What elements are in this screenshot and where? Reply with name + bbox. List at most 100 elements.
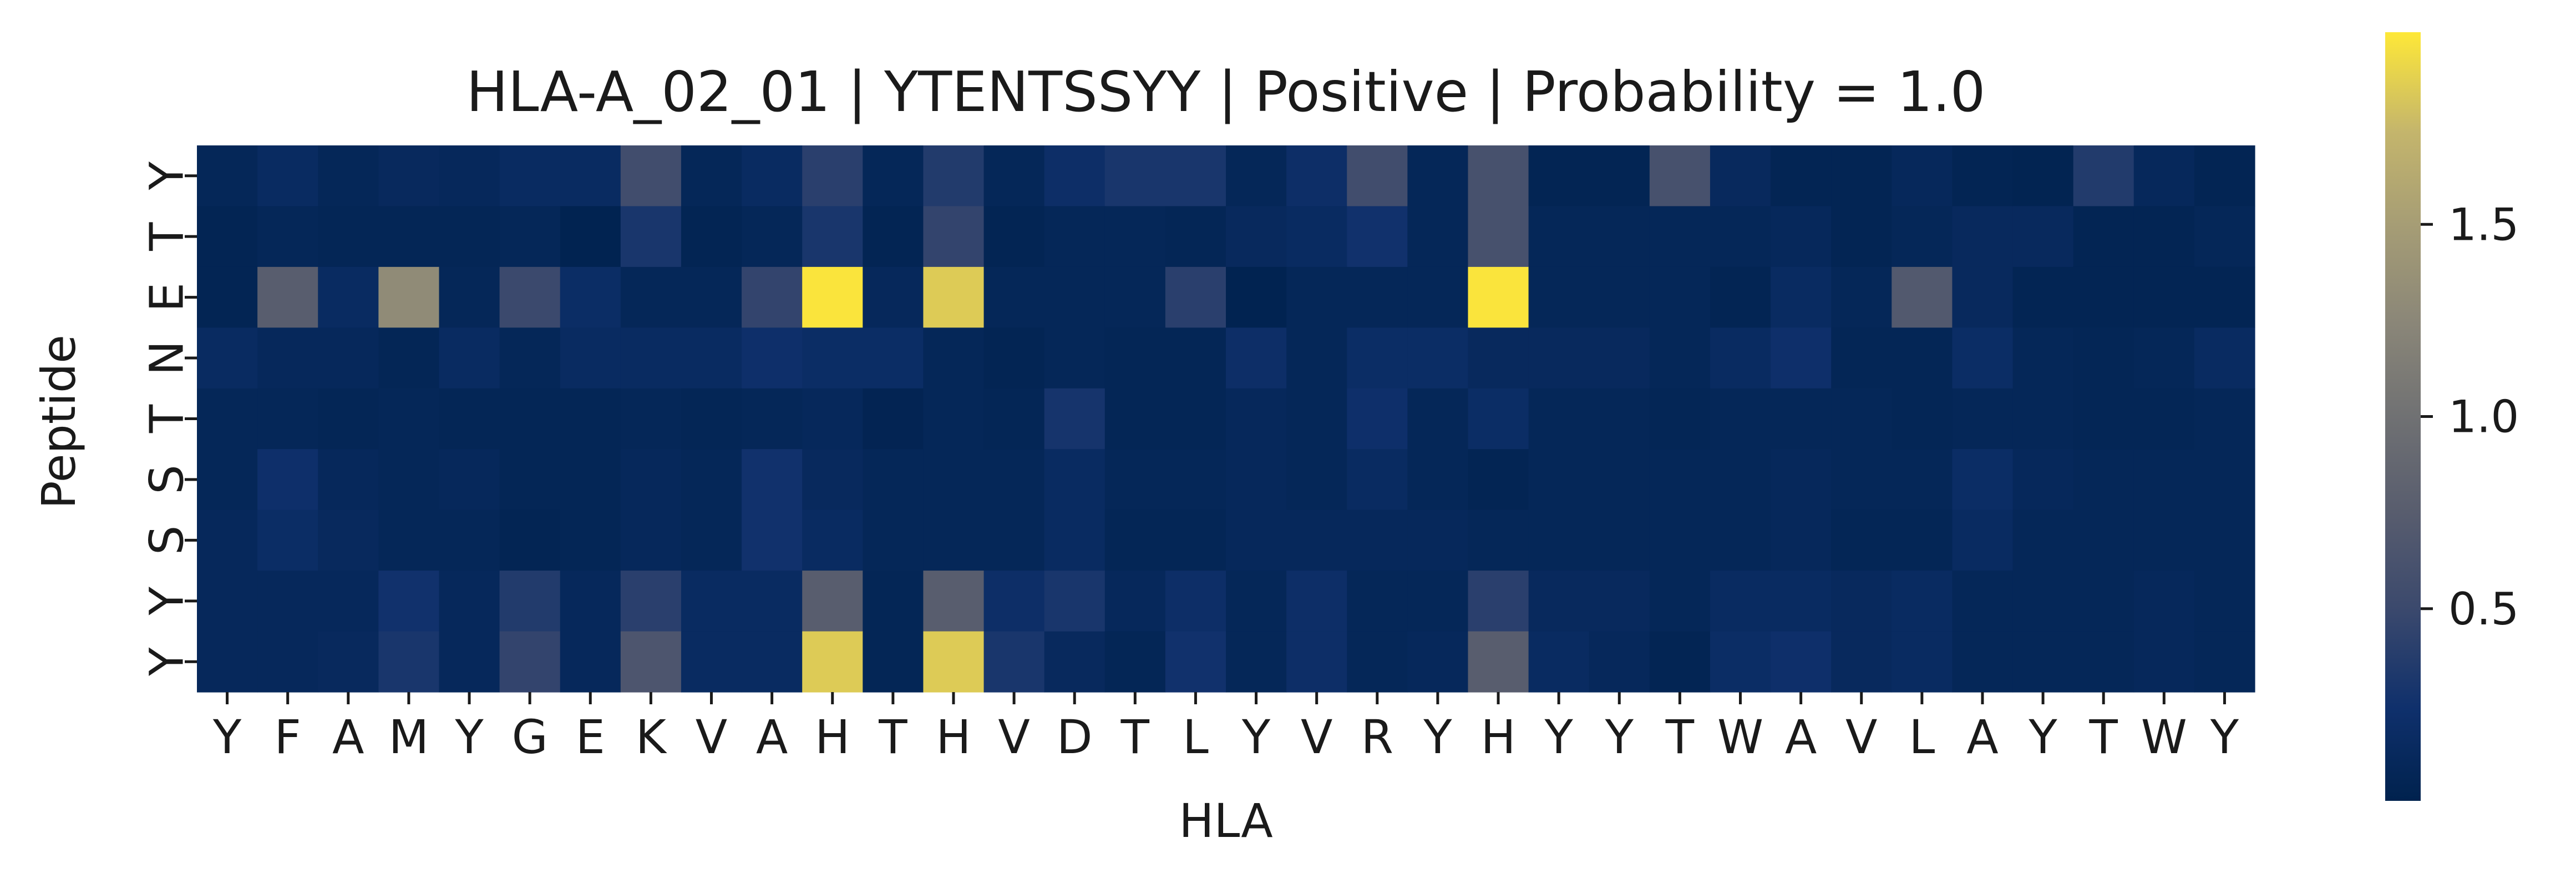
heatmap-cell: [1468, 449, 1529, 511]
heatmap-cell: [923, 571, 985, 632]
heatmap-cell: [863, 509, 924, 571]
heatmap-cell: [2012, 571, 2074, 632]
heatmap-cell: [802, 571, 863, 632]
heatmap-cell: [197, 631, 258, 693]
heatmap-cell: [378, 388, 440, 450]
heatmap-cell: [983, 388, 1045, 450]
heatmap-cell: [499, 145, 561, 207]
heatmap-cell: [1831, 388, 1892, 450]
heatmap-cell: [1771, 145, 1832, 207]
heatmap-cell: [1528, 449, 1590, 511]
heatmap-cell: [1165, 631, 1226, 693]
heatmap-cell: [681, 206, 742, 268]
heatmap-cell: [1347, 509, 1408, 571]
heatmap-cell: [1528, 571, 1590, 632]
heatmap-cell: [923, 327, 985, 389]
heatmap-cell: [863, 449, 924, 511]
heatmap-cell: [1044, 571, 1106, 632]
heatmap-cell: [1226, 266, 1287, 328]
heatmap-cell: [1771, 206, 1832, 268]
heatmap-cell: [1044, 206, 1106, 268]
heatmap-cell: [2073, 327, 2134, 389]
heatmap-cell: [2073, 509, 2134, 571]
heatmap-cell: [378, 509, 440, 571]
heatmap-cell: [318, 327, 379, 389]
heatmap-cell: [2012, 509, 2074, 571]
heatmap-cell: [1771, 449, 1832, 511]
heatmap-cell: [1892, 327, 1953, 389]
x-tick-label: D: [1057, 710, 1093, 764]
x-tick-label: T: [1665, 710, 1695, 764]
x-tick-label: R: [1361, 710, 1393, 764]
heatmap-cell: [742, 509, 803, 571]
heatmap-cell: [1407, 449, 1469, 511]
heatmap-cell: [2133, 509, 2195, 571]
heatmap-cell: [1468, 145, 1529, 207]
heatmap-cell: [1710, 266, 1771, 328]
heatmap-cell: [2194, 571, 2255, 632]
heatmap-cell: [257, 327, 318, 389]
x-tick-label: L: [1909, 710, 1935, 764]
heatmap-cell: [499, 266, 561, 328]
heatmap-cell: [197, 388, 258, 450]
heatmap-cell: [1528, 327, 1590, 389]
x-axis-label: HLA: [1179, 794, 1272, 848]
heatmap-cell: [1528, 509, 1590, 571]
heatmap-cell: [681, 388, 742, 450]
heatmap-cell: [1952, 327, 2014, 389]
heatmap-cell: [257, 571, 318, 632]
heatmap-cell: [1165, 206, 1226, 268]
heatmap-cell: [1165, 509, 1226, 571]
heatmap-cell: [197, 571, 258, 632]
heatmap-cell: [1165, 266, 1226, 328]
heatmap-cell: [1710, 631, 1771, 693]
heatmap-cell: [2012, 145, 2074, 207]
heatmap-cell: [742, 449, 803, 511]
y-tick-label: E: [139, 282, 194, 312]
heatmap-cell: [2194, 388, 2255, 450]
heatmap-cell: [1044, 631, 1106, 693]
heatmap-cell: [1407, 266, 1469, 328]
heatmap-cell: [1710, 388, 1771, 450]
heatmap-cell: [1892, 388, 1953, 450]
heatmap-cell: [1952, 145, 2014, 207]
x-tick-label: Y: [454, 710, 484, 764]
heatmap-cell: [1528, 388, 1590, 450]
heatmap-cell: [2073, 631, 2134, 693]
heatmap-cell: [439, 327, 500, 389]
heatmap-cell: [620, 145, 682, 207]
heatmap-cell: [1347, 206, 1408, 268]
heatmap-cell: [1104, 266, 1166, 328]
heatmap-cell: [1286, 509, 1347, 571]
heatmap-cell: [983, 206, 1045, 268]
heatmap-cell: [1831, 631, 1892, 693]
heatmap-cell: [1952, 266, 2014, 328]
heatmap-cell: [318, 631, 379, 693]
heatmap-cell: [560, 266, 621, 328]
heatmap-cell: [1044, 509, 1106, 571]
heatmap-cell: [1528, 206, 1590, 268]
heatmap-cell: [1407, 206, 1469, 268]
heatmap-cell: [1407, 327, 1469, 389]
heatmap-cell: [2073, 388, 2134, 450]
heatmap-cell: [1649, 631, 1711, 693]
heatmap-cell: [923, 631, 985, 693]
heatmap-cell: [499, 388, 561, 450]
x-tick-label: E: [576, 710, 605, 764]
heatmap-cell: [318, 206, 379, 268]
chart-title: HLA-A_02_01 | YTENTSSYY | Positive | Pro…: [466, 59, 1986, 124]
heatmap-cell: [1831, 571, 1892, 632]
heatmap-cell: [1347, 327, 1408, 389]
x-tick-label: V: [998, 710, 1030, 764]
x-tick-label: W: [2141, 710, 2187, 764]
heatmap-cell: [1649, 145, 1711, 207]
heatmap-cell: [2133, 206, 2195, 268]
heatmap-cell: [742, 206, 803, 268]
heatmap-cell: [1044, 266, 1106, 328]
x-tick-label: T: [2089, 710, 2118, 764]
heatmap-cell: [257, 206, 318, 268]
heatmap-cell: [802, 266, 863, 328]
heatmap-cell: [1407, 388, 1469, 450]
heatmap-cell: [257, 388, 318, 450]
heatmap-cell: [1226, 206, 1287, 268]
